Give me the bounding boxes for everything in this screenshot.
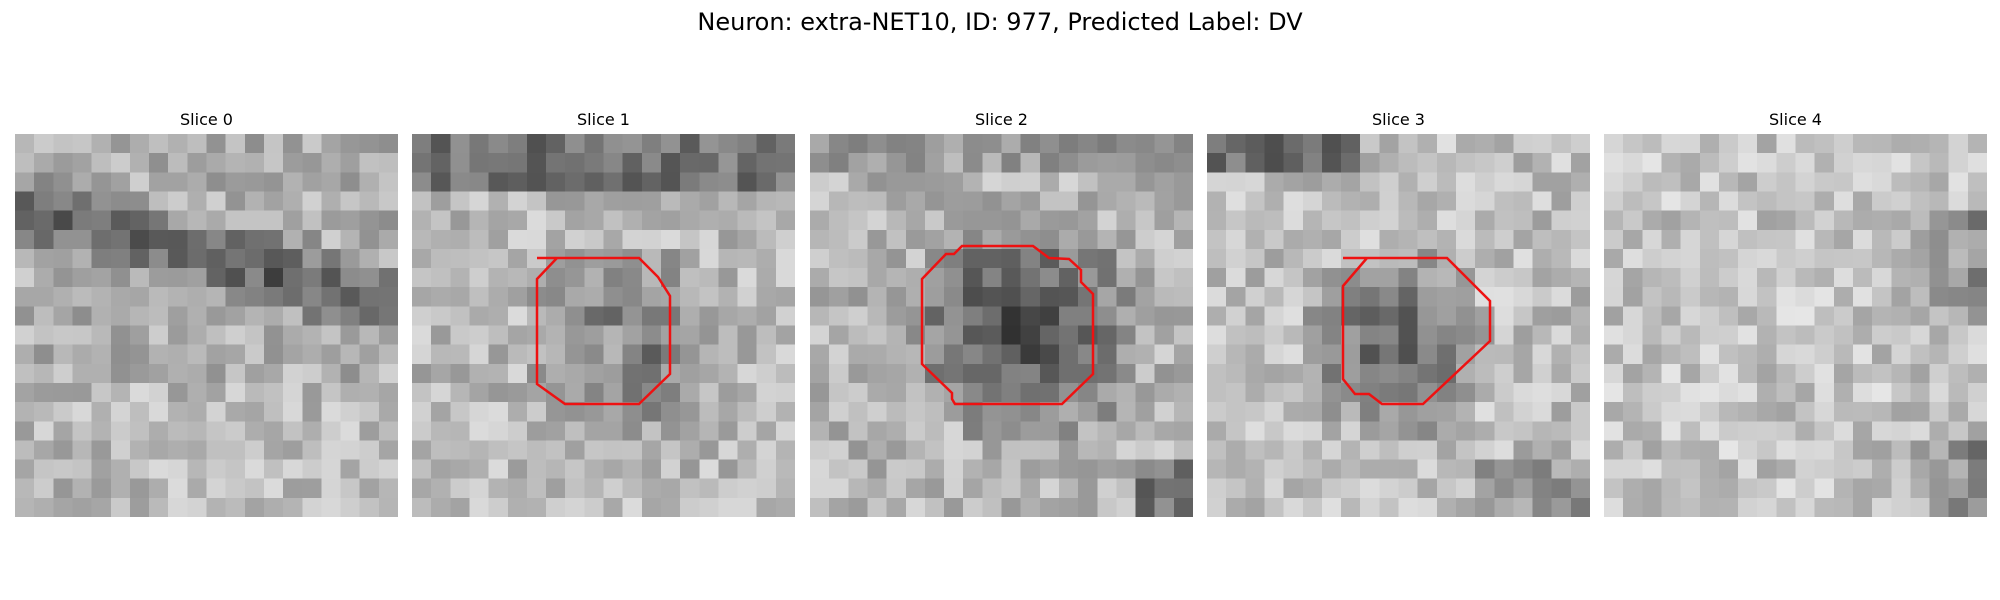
slice-panel-4: Slice 4 bbox=[1604, 108, 1987, 517]
slice-image-3 bbox=[1207, 134, 1590, 517]
slice-title-2: Slice 2 bbox=[975, 110, 1028, 129]
slice-image-2 bbox=[810, 134, 1193, 517]
figure-title: Neuron: extra-NET10, ID: 977, Predicted … bbox=[697, 8, 1303, 36]
slice-title-3: Slice 3 bbox=[1372, 110, 1425, 129]
slice-image-1 bbox=[412, 134, 795, 517]
slice-panel-0: Slice 0 bbox=[15, 108, 398, 517]
roi-contour-2 bbox=[920, 244, 1095, 406]
slice-panel-3: Slice 3 bbox=[1207, 108, 1590, 517]
slice-title-4: Slice 4 bbox=[1769, 110, 1822, 129]
roi-contour-1 bbox=[535, 256, 672, 406]
slice-title-1: Slice 1 bbox=[577, 110, 630, 129]
slice-title-0: Slice 0 bbox=[180, 110, 233, 129]
slice-panel-2: Slice 2 bbox=[810, 108, 1193, 517]
slice-image-0 bbox=[15, 134, 398, 517]
roi-contour-3 bbox=[1341, 256, 1492, 406]
slice-image-4 bbox=[1604, 134, 1987, 517]
slice-panel-1: Slice 1 bbox=[412, 108, 795, 517]
